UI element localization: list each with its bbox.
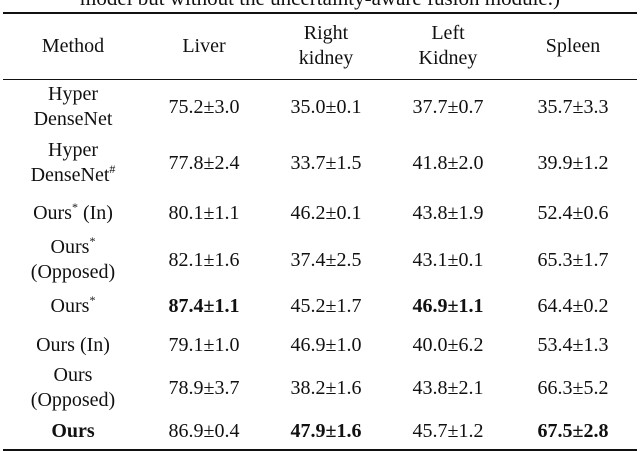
value-cell: 46.2±0.1 — [290, 201, 362, 224]
value-cell: 53.4±1.3 — [537, 333, 609, 356]
results-table: Method Liver Right kidney Left Kidney Spleen H… — [3, 12, 637, 451]
method-cell: Hyper DenseNet — [3, 79, 143, 135]
value-cell: 66.3±5.2 — [537, 376, 609, 399]
value-cell: 35.7±3.3 — [537, 95, 609, 118]
superscript: * — [89, 292, 96, 307]
text: Ours — [50, 294, 90, 317]
text: Hyper — [48, 139, 98, 161]
table-row: Ours (In) 79.1±1.0 46.9±1.0 40.0±6.2 53.4±1.… — [3, 327, 637, 363]
cell-line: Ours — [3, 363, 143, 388]
value-cell: 47.9±1.6 — [290, 419, 362, 442]
value-cell: 43.8±1.9 — [412, 201, 484, 224]
superscript: * — [89, 234, 96, 248]
header-cell: Liver — [143, 13, 265, 79]
value-cell: 33.7±1.5 — [290, 151, 362, 174]
text: (Opposed) — [30, 389, 116, 411]
value-cell: 80.1±1.1 — [168, 201, 240, 224]
cell-line: Ours* (In) — [3, 201, 143, 226]
method-cell: Ours (In) — [3, 327, 143, 363]
text: Ours — [50, 236, 90, 258]
value-cell: 46.9±1.0 — [290, 333, 362, 356]
text: Ours — [33, 201, 72, 224]
table-row: Ours* (In) 80.1±1.1 46.2±0.1 43.8±1.9 52.4±0… — [3, 191, 637, 235]
table-row: Ours (Opposed) 78.9±3.7 38.2±1.6 43.8±2.1 66.… — [3, 363, 637, 413]
value-cell: 78.9±3.7 — [168, 376, 240, 399]
header-row: Method Liver Right kidney Left Kidney Spleen — [3, 13, 637, 79]
cell-line: Ours — [3, 419, 143, 444]
value-cell: 45.7±1.2 — [412, 419, 484, 442]
header-line: Right — [303, 22, 349, 45]
cell-line: DenseNet — [3, 107, 143, 132]
table-row: Ours* 87.4±1.1 45.2±1.7 46.9±1.1 64.4±0.2 — [3, 285, 637, 327]
table-body: Hyper DenseNet 75.2±3.0 35.0±0.1 37.7±0.7 35.… — [3, 79, 637, 450]
table-row: Hyper DenseNet# 77.8±2.4 33.7±1.5 41.8±2.0 39… — [3, 135, 637, 191]
text: Ours — [51, 419, 95, 442]
value-cell: 40.0±6.2 — [412, 333, 484, 356]
text: Ours — [53, 364, 93, 386]
table-row: Ours* (Opposed) 82.1±1.6 37.4±2.5 43.1±0.1 65… — [3, 235, 637, 285]
cell-line: DenseNet# — [3, 163, 143, 188]
text: (In) — [77, 201, 113, 224]
header-cell: Spleen — [509, 13, 637, 79]
value-cell: 86.9±0.4 — [168, 419, 240, 442]
cell-line: Hyper — [3, 82, 143, 107]
value-cell: 52.4±0.6 — [537, 201, 609, 224]
value-cell: 79.1±1.0 — [168, 333, 240, 356]
table-row: Ours 86.9±0.4 47.9±1.6 45.7±1.2 67.5±2.8 — [3, 413, 637, 450]
method-cell: Hyper DenseNet# — [3, 135, 143, 191]
value-cell: 38.2±1.6 — [290, 376, 362, 399]
header-cell: Right kidney — [265, 13, 387, 79]
value-cell: 64.4±0.2 — [537, 294, 609, 317]
value-cell: 43.8±2.1 — [412, 376, 484, 399]
value-cell: 67.5±2.8 — [537, 419, 609, 442]
value-cell: 39.9±1.2 — [537, 151, 609, 174]
cell-line: Ours* — [3, 235, 143, 260]
caption-fragment: model but without the uncertainty-aware … — [0, 0, 640, 11]
value-cell: 87.4±1.1 — [168, 294, 240, 317]
value-cell: 46.9±1.1 — [412, 294, 484, 317]
value-cell: 77.8±2.4 — [168, 151, 240, 174]
header-line: Left — [431, 22, 465, 45]
value-cell: 82.1±1.6 — [168, 248, 240, 271]
header-line: kidney — [298, 47, 354, 70]
header-line: Method — [41, 34, 105, 57]
cell-line: Ours* — [3, 294, 143, 319]
cell-line: Hyper — [3, 138, 143, 163]
text: DenseNet — [30, 164, 110, 186]
header-cell: Left Kidney — [387, 13, 509, 79]
value-cell: 65.3±1.7 — [537, 248, 609, 271]
header-line: Spleen — [545, 34, 601, 57]
value-cell: 75.2±3.0 — [168, 95, 240, 118]
value-cell: 37.7±0.7 — [412, 95, 484, 118]
superscript: * — [71, 199, 78, 214]
method-cell: Ours — [3, 413, 143, 450]
value-cell: 43.1±0.1 — [412, 248, 484, 271]
value-cell: 41.8±2.0 — [412, 151, 484, 174]
value-cell: 35.0±0.1 — [290, 95, 362, 118]
table-row: Hyper DenseNet 75.2±3.0 35.0±0.1 37.7±0.7 35.… — [3, 79, 637, 135]
method-cell: Ours (Opposed) — [3, 363, 143, 413]
table-header: Method Liver Right kidney Left Kidney Spleen — [3, 13, 637, 79]
cell-line: (Opposed) — [3, 260, 143, 285]
value-cell: 37.4±2.5 — [290, 248, 362, 271]
header-cell: Method — [3, 13, 143, 79]
header-line: Liver — [182, 34, 226, 57]
value-cell: 45.2±1.7 — [290, 294, 362, 317]
cell-line: (Opposed) — [3, 388, 143, 413]
method-cell: Ours* (Opposed) — [3, 235, 143, 285]
method-cell: Ours* — [3, 285, 143, 327]
header-line: Kidney — [418, 47, 478, 70]
method-cell: Ours* (In) — [3, 191, 143, 235]
text: DenseNet — [33, 108, 113, 131]
text: Ours (In) — [36, 333, 110, 356]
cell-line: Ours (In) — [3, 333, 143, 358]
text: Hyper — [48, 83, 98, 106]
superscript: # — [109, 162, 116, 176]
text: (Opposed) — [30, 261, 116, 283]
